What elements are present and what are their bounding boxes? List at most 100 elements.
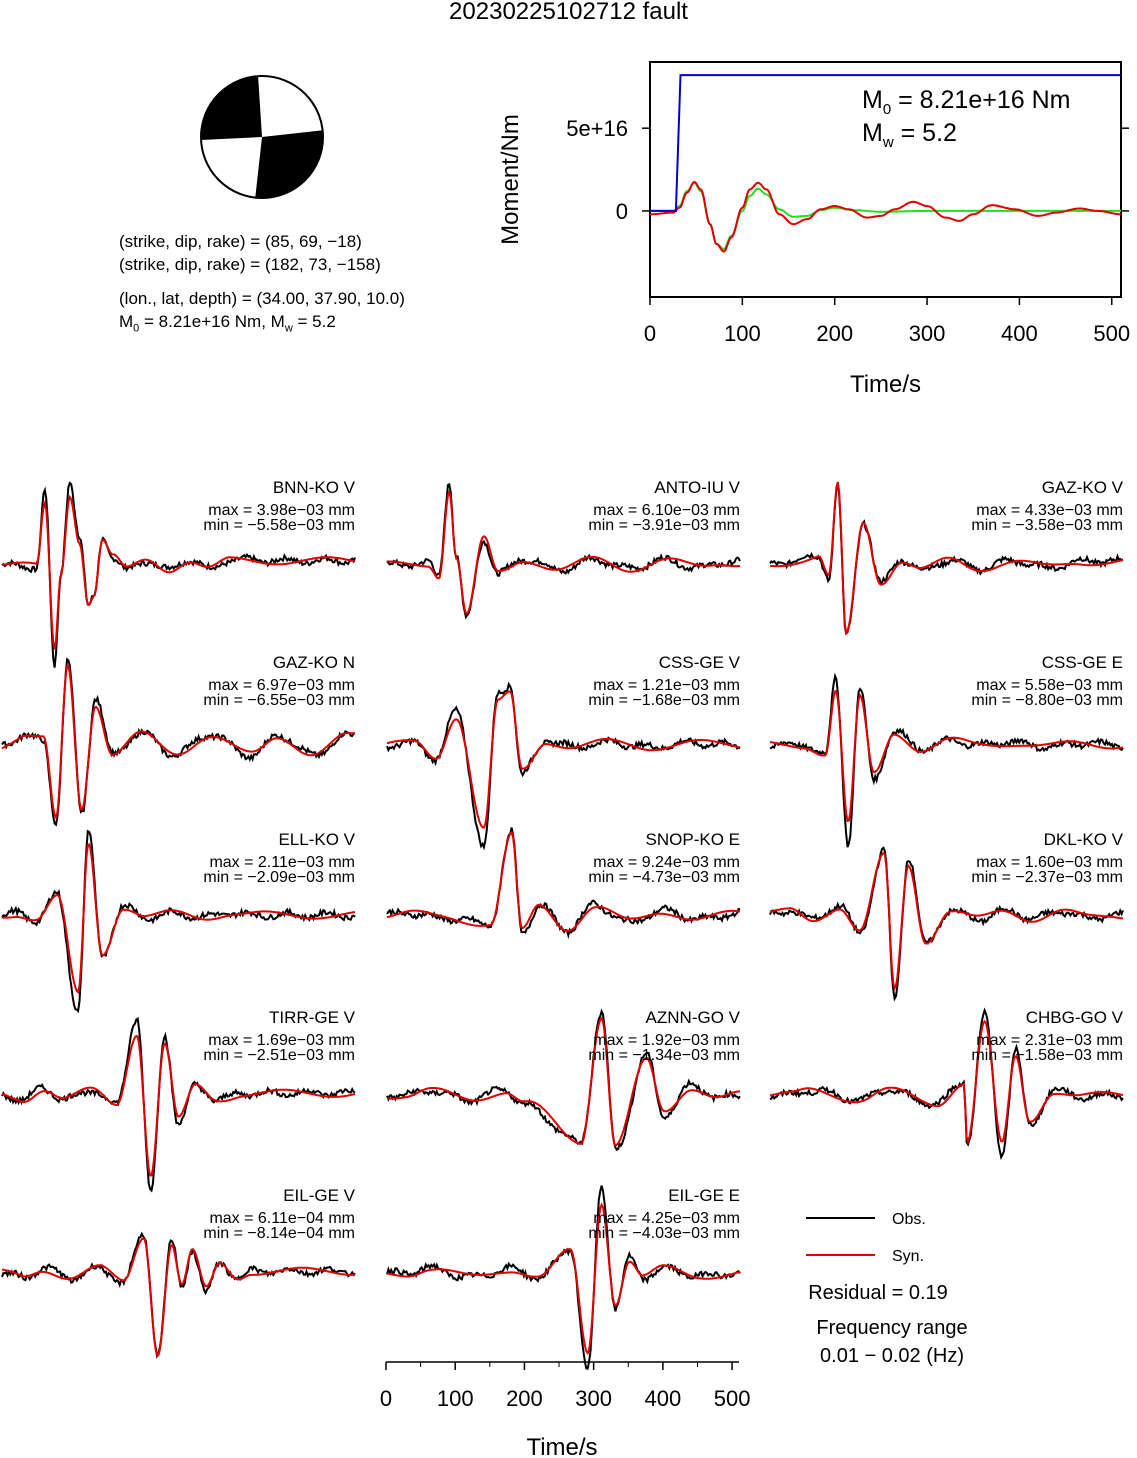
moment-x-tick-label: 200 xyxy=(816,321,853,346)
station-max: max = 1.69e−03 mm xyxy=(208,1032,355,1049)
moment-mw-symbol: M xyxy=(862,119,883,147)
station-name: ANTO-IU V xyxy=(654,478,740,497)
station-name: ELL-KO V xyxy=(278,830,355,849)
synthetic-waveform xyxy=(387,1016,741,1147)
waveform-x-tick-label: 100 xyxy=(437,1386,474,1411)
station-max: max = 3.98e−03 mm xyxy=(208,502,355,519)
station-min: min = −6.55e−03 mm xyxy=(203,692,355,709)
station-name: EIL-GE E xyxy=(668,1186,740,1205)
moment-x-tick-label: 300 xyxy=(909,321,946,346)
station-name: SNOP-KO E xyxy=(646,830,740,849)
station-min: min = −1.58e−03 mm xyxy=(971,1047,1123,1064)
station-min: min = −1.34e−03 mm xyxy=(588,1047,740,1064)
moment-x-tick-label: 0 xyxy=(644,321,656,346)
station-name: CHBG-GO V xyxy=(1026,1008,1124,1027)
focal-location: (lon., lat, depth) = (34.00, 37.90, 10.0… xyxy=(119,289,405,308)
synthetic-waveform xyxy=(386,830,741,932)
moment-x-tick-label: 500 xyxy=(1093,321,1130,346)
waveform-x-tick-label: 200 xyxy=(506,1386,543,1411)
moment-m0-symbol: M xyxy=(862,86,883,114)
station-max: max = 2.31e−03 mm xyxy=(976,1032,1123,1049)
legend-syn-label: Syn. xyxy=(892,1248,924,1265)
moment-mw-value: = 5.2 xyxy=(893,119,957,147)
station-min: min = −4.73e−03 mm xyxy=(588,869,740,886)
synthetic-line xyxy=(649,180,1122,253)
station-max: max = 6.11e−04 mm xyxy=(209,1210,355,1227)
station-min: min = −3.91e−03 mm xyxy=(588,517,740,534)
focal-line-2: (strike, dip, rake) = (182, 73, −158) xyxy=(119,255,381,274)
station-max: max = 5.58e−03 mm xyxy=(976,677,1123,694)
station-min: min = −5.58e−03 mm xyxy=(203,517,355,534)
station-min: min = −1.68e−03 mm xyxy=(588,692,740,709)
station-min: min = −8.80e−03 mm xyxy=(971,692,1123,709)
station-max: max = 9.24e−03 mm xyxy=(593,854,740,871)
moment-mw-annotation: Mw = 5.2 xyxy=(862,119,957,151)
moment-m0-annotation: M0 = 8.21e+16 Nm xyxy=(862,86,1070,118)
synthetic-waveform xyxy=(1,842,356,995)
synthetic-waveform xyxy=(386,690,741,829)
moment-x-tick-label: 400 xyxy=(1001,321,1038,346)
waveform-x-tick-label: 0 xyxy=(380,1386,392,1411)
station-max: max = 1.60e−03 mm xyxy=(976,854,1123,871)
observed-waveform xyxy=(386,681,741,851)
moment-m0-value: = 8.21e+16 Nm xyxy=(891,86,1071,114)
synthetic-waveform xyxy=(1,1237,355,1357)
station-name: TIRR-GE V xyxy=(269,1008,356,1027)
synthetic-waveform xyxy=(1,494,356,650)
freq-range-label: Frequency range xyxy=(816,1317,967,1339)
focal-line-1: (strike, dip, rake) = (85, 69, −18) xyxy=(119,232,362,251)
moment-x-tick-label: 100 xyxy=(724,321,761,346)
synthetic-waveform xyxy=(769,481,1124,636)
synthetic-waveform xyxy=(769,1019,1124,1146)
station-max: max = 1.21e−03 mm xyxy=(593,677,740,694)
station-min: min = −2.09e−03 mm xyxy=(203,869,355,886)
waveform-x-tick-label: 400 xyxy=(645,1386,682,1411)
moment-rate-plot: 0 100 200 300 400 500 0 5e+16 Time/s Moment/Nm xyxy=(497,61,1130,398)
station-min: min = −3.58e−03 mm xyxy=(971,517,1123,534)
station-name: AZNN-GO V xyxy=(646,1008,741,1027)
station-name: CSS-GE E xyxy=(1042,653,1123,672)
synthetic-waveform xyxy=(387,488,741,615)
page-title: 20230225102712 fault xyxy=(449,0,688,25)
synthetic-waveform xyxy=(769,690,1124,823)
synthetic-waveform xyxy=(769,851,1124,992)
waveform-x-tick-label: 300 xyxy=(575,1386,612,1411)
moment-mw-sub: w xyxy=(882,134,894,151)
observed-waveform xyxy=(769,482,1124,636)
station-name: BNN-KO V xyxy=(273,478,356,497)
moment-m0-sub: 0 xyxy=(882,101,892,118)
station-min: min = −2.37e−03 mm xyxy=(971,869,1123,886)
station-name: GAZ-KO V xyxy=(1042,478,1124,497)
synthetic-waveform xyxy=(1,664,356,821)
waveform-x-label: Time/s xyxy=(526,1434,597,1458)
focal-mw-sub: w xyxy=(284,322,293,335)
moment-y-tick-label: 5e+16 xyxy=(566,116,628,141)
synthetic-waveform xyxy=(386,1202,741,1356)
station-name: DKL-KO V xyxy=(1044,830,1124,849)
synthetic-waveform xyxy=(1,1034,356,1177)
observed-waveform xyxy=(1,1231,356,1359)
moment-plot-frame xyxy=(649,61,1122,298)
legend: Obs. Syn. Residual = 0.19 Frequency rang… xyxy=(806,1211,968,1367)
station-max: max = 4.25e−03 mm xyxy=(593,1210,740,1227)
station-name: EIL-GE V xyxy=(283,1186,355,1205)
focal-mw-rest: = 5.2 xyxy=(292,312,336,331)
station-name: CSS-GE V xyxy=(659,653,741,672)
waveform-x-tick-label: 500 xyxy=(714,1386,751,1411)
moment-x-label: Time/s xyxy=(850,371,921,398)
focal-m0-rest: = 8.21e+16 Nm, M xyxy=(139,312,285,331)
station-min: min = −4.03e−03 mm xyxy=(588,1225,740,1242)
